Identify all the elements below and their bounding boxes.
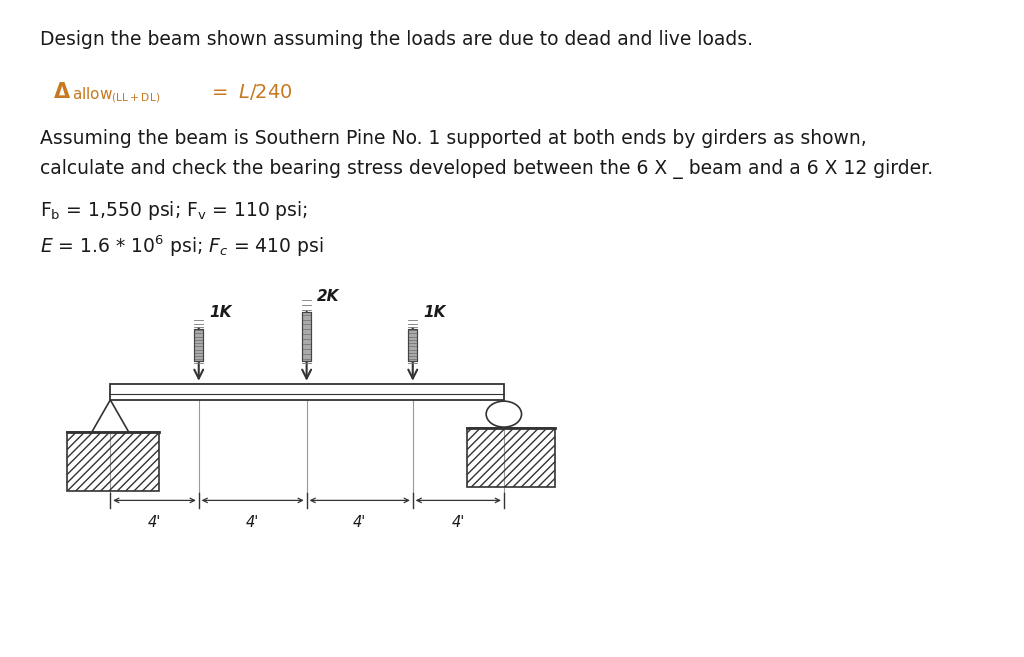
Text: calculate and check the bearing stress developed between the 6 X _ beam and a 6 : calculate and check the bearing stress d… — [40, 158, 933, 179]
Text: allow$_{\rm (LL+DL)}$: allow$_{\rm (LL+DL)}$ — [73, 85, 161, 105]
Polygon shape — [92, 400, 129, 432]
Bar — [467, 428, 555, 487]
Text: Assuming the beam is Southern Pine No. 1 supported at both ends by girders as sh: Assuming the beam is Southern Pine No. 1… — [40, 129, 866, 148]
Bar — [409, 328, 417, 361]
Text: $= \ L/240$: $= \ L/240$ — [208, 82, 292, 102]
Text: 1K: 1K — [423, 305, 445, 320]
Bar — [302, 312, 311, 361]
Text: $\mathit{E}$ = 1.6 * 10$^6$ psi; $\mathit{F_c}$ = 410 psi: $\mathit{E}$ = 1.6 * 10$^6$ psi; $\mathi… — [40, 234, 324, 260]
Text: 4': 4' — [452, 514, 465, 530]
Text: 4': 4' — [353, 514, 367, 530]
Bar — [302, 312, 311, 361]
Bar — [195, 328, 203, 361]
Circle shape — [486, 401, 521, 427]
Bar — [409, 328, 417, 361]
Text: $\mathbf{\Delta}$: $\mathbf{\Delta}$ — [53, 82, 71, 102]
Text: 2K: 2K — [317, 289, 340, 304]
Text: Design the beam shown assuming the loads are due to dead and live loads.: Design the beam shown assuming the loads… — [40, 30, 753, 49]
Text: F$_{\rm b}$ = 1,550 psi; F$_{\rm v}$ = 110 psi;: F$_{\rm b}$ = 1,550 psi; F$_{\rm v}$ = 1… — [40, 199, 307, 222]
Text: 1K: 1K — [209, 305, 231, 320]
Text: 4': 4' — [246, 514, 259, 530]
Bar — [195, 328, 203, 361]
Text: 4': 4' — [147, 514, 161, 530]
Bar — [111, 384, 504, 400]
Bar — [67, 432, 160, 491]
